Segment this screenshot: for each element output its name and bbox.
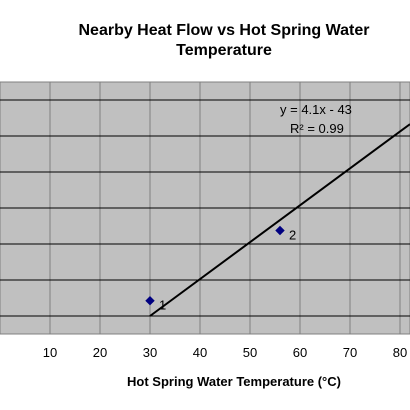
chart-title-line-2: Temperature: [176, 42, 272, 59]
data-point-label: 2: [289, 228, 296, 243]
r-squared-label: R² = 0.99: [290, 121, 344, 136]
data-point: [145, 295, 155, 306]
x-axis-label: Hot Spring Water Temperature (°C): [127, 374, 341, 389]
x-tick-labels: 10 20 30 40 50 60 70 80: [43, 345, 407, 360]
x-tick-label: 30: [143, 345, 157, 360]
trendline: [149, 123, 410, 317]
data-point-label: 1: [159, 298, 166, 313]
data-points: 12: [145, 225, 296, 313]
trendline-group: [149, 123, 410, 317]
x-tick-label: 60: [293, 345, 307, 360]
chart-title-line-1: Nearby Heat Flow vs Hot Spring Water: [78, 22, 369, 39]
x-tick-label: 20: [93, 345, 107, 360]
grid: [0, 82, 410, 334]
x-tick-label: 80: [393, 345, 407, 360]
x-tick-label: 10: [43, 345, 57, 360]
x-tick-label: 50: [243, 345, 257, 360]
trendline-equation: y = 4.1x - 43: [280, 102, 352, 117]
x-tick-label: 40: [193, 345, 207, 360]
x-tick-label: 70: [343, 345, 357, 360]
data-point: [275, 225, 285, 236]
